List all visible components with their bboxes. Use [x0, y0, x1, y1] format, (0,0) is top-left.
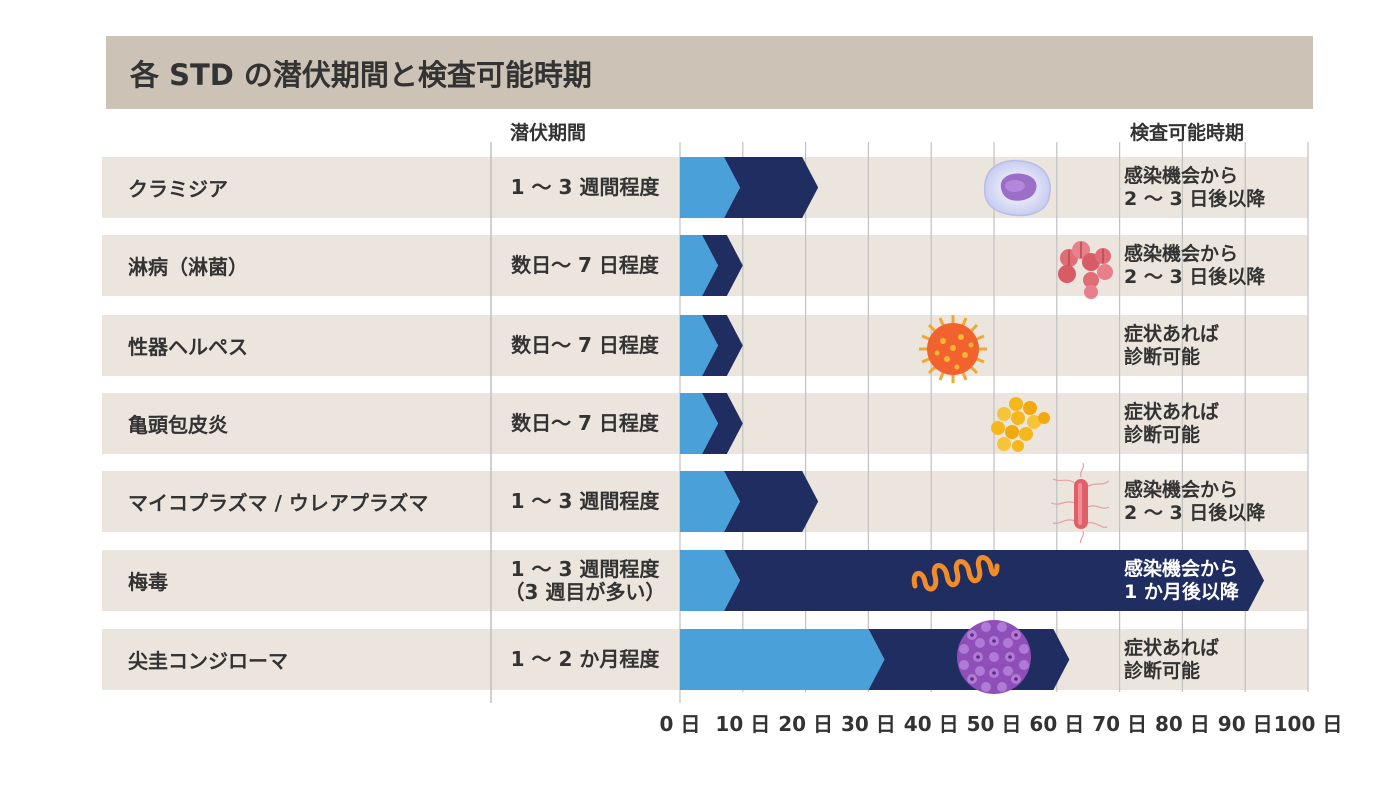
incubation-bar: [680, 471, 740, 532]
row-name-syphilis: 梅毒: [128, 570, 168, 594]
page-title: 各 STD の潜伏期間と検査可能時期: [130, 57, 592, 92]
x-tick-label: 20 日: [778, 712, 833, 736]
herpes-virus-icon: [919, 315, 987, 383]
spirochete-icon: [911, 555, 1000, 592]
row-period: 1 〜 3 週間程度: [510, 489, 660, 513]
incubation-bar: [680, 629, 885, 690]
row-test-timing: 感染機会から 1 か月後以降: [1124, 557, 1239, 603]
incubation-bar: [680, 315, 718, 376]
row-test-timing: 感染機会から 2 〜 3 日後以降: [1124, 478, 1266, 524]
row-name-mycoplasma: マイコプラズマ / ウレアプラズマ: [128, 491, 429, 515]
white-blood-cell-icon: [983, 159, 1051, 217]
test-available-bar: [723, 550, 1265, 611]
row-period: 数日〜 7 日程度: [511, 333, 659, 357]
x-tick-label: 10 日: [715, 712, 771, 736]
row-period: 1 〜 2 か月程度: [510, 647, 660, 671]
row-period: 数日〜 7 日程度: [511, 253, 659, 277]
incubation-bar: [680, 235, 718, 296]
row-name-genital-herpes: 性器ヘルペス: [128, 335, 248, 359]
x-tick-label: 50 日: [966, 712, 1022, 736]
incubation-bar: [680, 157, 740, 218]
period-column-header: 潜伏期間: [510, 122, 587, 144]
row-test-timing: 症状あれば 診断可能: [1124, 322, 1220, 368]
row-name-condyloma: 尖圭コンジローマ: [128, 649, 288, 673]
incubation-bar: [680, 550, 740, 611]
row-name-chlamydia: クラミジア: [128, 177, 228, 201]
staphylococcus-icon: [991, 397, 1050, 452]
row-test-timing: 症状あれば 診断可能: [1124, 400, 1220, 446]
test-available-bar: [723, 157, 819, 218]
x-tick-label: 100 日: [1273, 712, 1343, 736]
hpv-virus-icon: [957, 620, 1031, 694]
gonococcus-icon: [1058, 241, 1113, 299]
row-test-timing: 症状あれば 診断可能: [1124, 636, 1220, 682]
x-tick-label: 70 日: [1092, 712, 1147, 736]
incubation-bar: [680, 393, 718, 454]
x-tick-label: 0 日: [659, 712, 701, 736]
test-available-bar: [701, 315, 743, 376]
title-banner: 各 STD の潜伏期間と検査可能時期: [106, 36, 1313, 109]
test-available-bar: [701, 235, 743, 296]
mycoplasma-icon: [1050, 462, 1110, 544]
row-period: 1 〜 3 週間程度 （3 週目が多い）: [504, 556, 666, 604]
x-tick-label: 40 日: [903, 712, 959, 736]
test-available-bar: [723, 471, 819, 532]
row-period: 数日〜 7 日程度: [511, 411, 659, 435]
row-test-timing: 感染機会から 2 〜 3 日後以降: [1124, 242, 1266, 288]
test-column-header: 検査可能時期: [1130, 122, 1245, 144]
row-period: 1 〜 3 週間程度: [510, 175, 660, 199]
x-tick-label: 30 日: [840, 712, 896, 736]
x-tick-label: 60 日: [1029, 712, 1085, 736]
row-name-gonorrhea: 淋病（淋菌）: [128, 255, 248, 279]
test-available-bar: [701, 393, 743, 454]
row-test-timing: 感染機会から 2 〜 3 日後以降: [1124, 164, 1266, 210]
x-tick-label: 80 日: [1154, 712, 1210, 736]
x-tick-label: 90 日: [1217, 712, 1273, 736]
row-name-balanoposthitis: 亀頭包皮炎: [128, 413, 228, 437]
